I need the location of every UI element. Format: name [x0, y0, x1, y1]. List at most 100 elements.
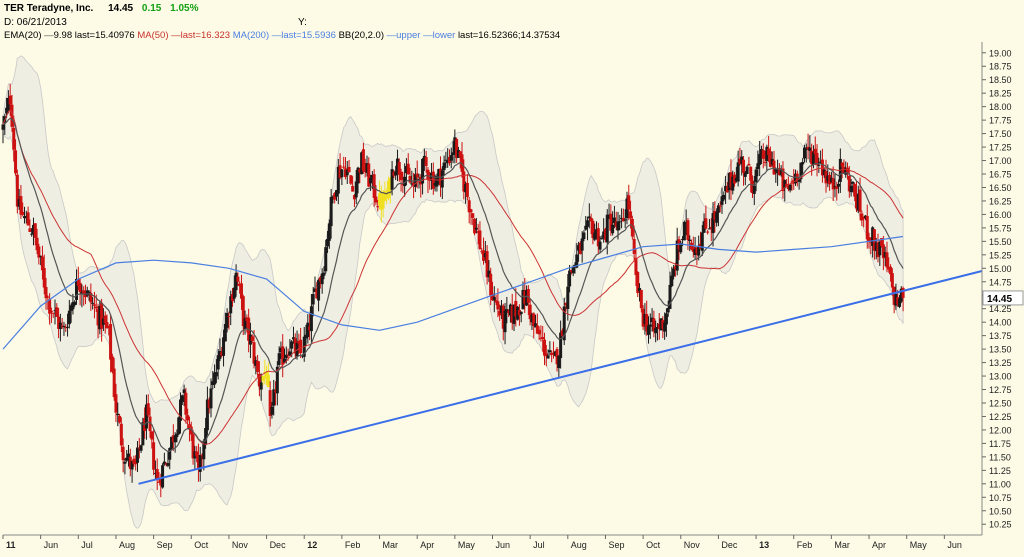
- candle-body: [180, 395, 184, 402]
- candle-body: [880, 238, 884, 246]
- candle-body: [557, 355, 561, 369]
- candle-body: [21, 211, 25, 215]
- candle-body: [421, 158, 425, 184]
- candle-body: [842, 166, 846, 174]
- candle-body: [444, 159, 448, 161]
- candle-body: [259, 382, 263, 390]
- candle-body: [329, 197, 333, 227]
- candle-body: [69, 305, 73, 311]
- y-tick-label: 13.25: [989, 358, 1012, 368]
- candle-body: [130, 461, 134, 470]
- candle-body: [754, 169, 758, 183]
- y-tick-label: 16.75: [989, 170, 1012, 180]
- candle-body: [492, 297, 496, 301]
- candle-body: [291, 337, 295, 340]
- y-tick-label: 10.75: [989, 493, 1012, 503]
- candle-body: [695, 247, 699, 254]
- candle-body: [482, 250, 486, 261]
- candle-body: [551, 352, 555, 354]
- candle-body: [770, 159, 774, 165]
- x-tick-label: Jun: [947, 540, 962, 550]
- candle-body: [370, 174, 374, 180]
- candle-body: [657, 323, 661, 330]
- candle-body: [889, 266, 893, 275]
- y-tick-label: 13.00: [989, 372, 1012, 382]
- candle-body: [462, 171, 466, 192]
- candle-body: [288, 351, 292, 356]
- candle-body: [437, 169, 441, 177]
- candle-body: [410, 183, 414, 185]
- candle-body: [44, 286, 48, 299]
- candle-body: [517, 309, 521, 316]
- candle-body: [718, 205, 722, 207]
- candle-body: [476, 231, 480, 233]
- candle-body: [600, 237, 604, 239]
- x-tick-label: Apr: [420, 540, 434, 550]
- candle-body: [171, 435, 175, 443]
- candle-body: [636, 272, 640, 294]
- candle-body: [804, 148, 808, 150]
- candle-body: [560, 330, 564, 337]
- candle-body: [225, 313, 229, 328]
- y-tick-label: 11.50: [989, 452, 1011, 462]
- candle-body: [602, 231, 606, 238]
- candle-body: [648, 324, 652, 327]
- candle-body: [586, 220, 590, 227]
- candle-body: [205, 399, 209, 431]
- candle-body: [559, 332, 563, 359]
- candle-body: [189, 426, 193, 435]
- candle-body: [901, 287, 905, 298]
- candle-body: [516, 306, 520, 320]
- candle-body: [898, 298, 902, 307]
- x-tick-label: Jul: [533, 540, 545, 550]
- candle-body: [794, 173, 798, 184]
- ma50-line: [2, 109, 904, 445]
- candle-body: [808, 147, 812, 151]
- candle-body: [752, 185, 756, 194]
- candle-body: [501, 305, 505, 329]
- candle-body: [1, 124, 5, 130]
- candle-body: [758, 154, 762, 165]
- candle-body: [451, 152, 455, 155]
- candle-body: [231, 294, 235, 301]
- candle-body: [146, 403, 150, 416]
- candle-body: [562, 306, 566, 341]
- candle-body: [568, 270, 572, 287]
- candle-body: [505, 309, 509, 313]
- candle-body: [365, 163, 369, 173]
- candle-body: [702, 221, 706, 233]
- candle-body: [326, 238, 330, 247]
- candle-body: [733, 174, 737, 184]
- date-label: D: 06/21/2013: [4, 17, 67, 28]
- candle-body: [722, 194, 726, 200]
- candle-body: [519, 311, 523, 315]
- y-tick-label: 10.50: [989, 506, 1012, 516]
- x-tick-label: Aug: [571, 540, 587, 550]
- candle-body: [213, 372, 217, 385]
- x-tick-label: Dec: [721, 540, 738, 550]
- candle-body: [157, 481, 161, 483]
- ma50-label: MA(50): [137, 30, 169, 41]
- candle-body: [372, 174, 376, 198]
- candle-body: [525, 289, 529, 306]
- candle-body: [564, 302, 568, 306]
- candle-body: [80, 292, 84, 295]
- candle-body: [645, 313, 649, 332]
- candle-body: [281, 346, 285, 365]
- candle-body: [763, 161, 767, 163]
- y-tick-label: 12.75: [989, 385, 1012, 395]
- candle-body: [623, 219, 627, 221]
- candle-body: [862, 216, 866, 219]
- ema20-line: [2, 117, 904, 453]
- candle-body: [340, 169, 344, 178]
- candle-body: [575, 254, 579, 268]
- candle-body: [335, 190, 339, 197]
- candle-body: [598, 241, 602, 250]
- candle-body: [5, 107, 9, 114]
- y-tick-label: 12.50: [989, 398, 1012, 408]
- x-tick-label: May: [910, 540, 928, 550]
- candle-body: [856, 193, 860, 211]
- candle-body: [243, 318, 247, 330]
- y-tick-label: 17.25: [989, 143, 1012, 153]
